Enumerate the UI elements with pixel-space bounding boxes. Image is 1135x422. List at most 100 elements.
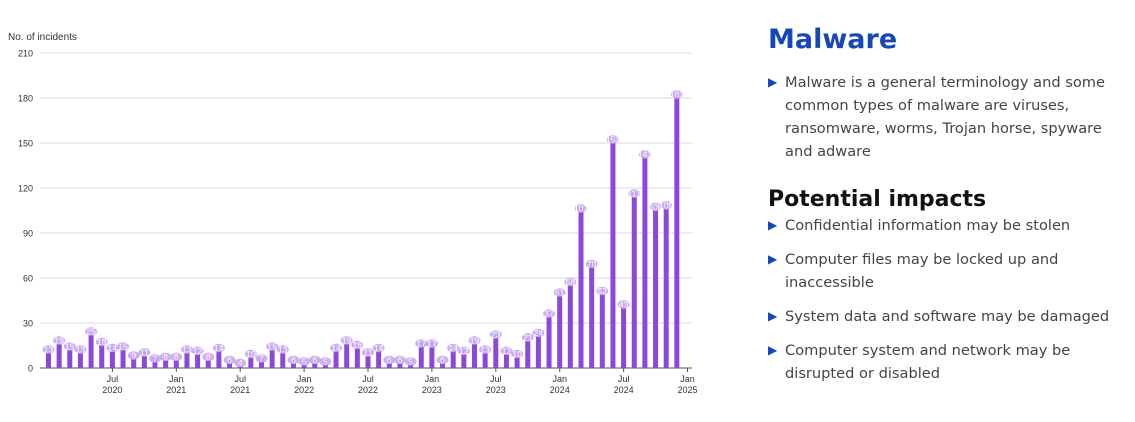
bar-label-bg [617,300,630,309]
bar-label-bg [159,352,172,362]
bar-value-label: 58 [566,277,576,287]
bar-label-bg [606,135,619,144]
x-tick-year: 2023 [486,385,506,395]
impacts-heading: Potential impacts [768,187,987,212]
bar [567,281,573,368]
bar-label-bg [223,355,236,365]
bar-value-label: 109 [659,201,673,211]
bar-label-bg [372,343,385,353]
bar-value-label: 10 [512,349,522,359]
bar-value-label: 13 [480,345,490,355]
bar [631,192,637,368]
bar [99,341,105,368]
bar-value-label: 183 [670,90,684,100]
bar-value-label: 13 [76,345,86,355]
bar-value-label: 5 [408,357,413,367]
triangle-bullet-icon: ▶ [768,75,778,89]
bar-label-bg [138,348,151,357]
x-tick-month: Jan [297,374,312,384]
bar-value-label: 117 [627,189,641,199]
bar [599,290,605,368]
bar-value-label: 8 [163,352,168,362]
x-tick-month: Jul [618,374,630,384]
bar-label-bg [234,358,247,368]
bar-label-bg [585,259,598,269]
x-tick-year: 2021 [166,385,186,395]
y-tick-label: 180 [18,94,33,104]
bar-value-label: 6 [440,355,445,365]
bar-value-label: 51 [555,288,565,298]
impact-text: Confidential information may be stolen [785,217,1071,234]
bar-label-bg [638,150,651,159]
x-tick-year: 2022 [294,385,314,395]
bar-value-label: 19 [470,336,480,346]
x-tick-month: Jul [490,374,502,384]
bar-value-label: 14 [448,343,458,353]
bar-label-bg [95,337,108,347]
bar-label-bg [53,336,66,345]
bar-label-bg [85,327,98,336]
bar-label-bg [596,286,609,296]
bar-value-label: 17 [427,339,437,349]
y-tick-label: 120 [18,184,33,194]
bar-label-bg [670,90,683,99]
bar-value-label: 5 [323,357,328,367]
malware-info-panel: Malware ▶ Malware is a general terminolo… [768,24,1128,396]
bar-value-label: 15 [267,342,277,352]
bar-value-label: 43 [619,300,629,310]
y-tick-label: 90 [23,229,33,239]
bar-label-bg [212,343,225,353]
bar-value-label: 37 [544,309,554,319]
bar [344,339,350,368]
x-tick-year: 2024 [614,385,634,395]
bar [653,206,659,368]
bar-value-label: 7 [259,354,264,364]
bar [578,207,584,368]
bar-value-label: 14 [214,343,224,353]
bar-value-label: 9 [131,351,136,361]
bar-value-label: 6 [398,355,403,365]
bar-label-bg [521,333,534,342]
bar [67,345,73,368]
bar-value-label: 10 [246,349,256,359]
bar-label-bg [564,277,577,287]
x-tick-year: 2024 [550,385,570,395]
bar-label-bg [42,345,55,354]
bar-label-bg [447,343,460,353]
bar [642,153,648,368]
bar-label-bg [511,349,524,359]
bar-value-label: 12 [502,346,512,356]
bar-value-label: 17 [417,339,427,349]
bar-value-label: 11 [140,348,149,358]
bar-value-label: 21 [523,333,533,343]
bar-value-label: 13 [278,345,288,355]
bar-label-bg [255,354,268,363]
bar [557,291,563,368]
bar-label-bg [191,346,204,356]
bar-value-label: 8 [174,352,179,362]
bar-label-bg [287,355,300,365]
y-tick-label: 150 [18,139,33,149]
y-tick-label: 0 [28,364,33,374]
bar-label-bg [660,201,673,210]
bar-value-label: 6 [387,355,392,365]
y-tick-label: 60 [23,274,33,284]
bar-value-label: 15 [118,342,128,352]
bar [472,339,477,368]
bar-label-bg [628,189,641,198]
triangle-bullet-icon: ▶ [768,343,778,357]
bar-label-bg [202,352,215,362]
bar-label-bg [276,345,289,354]
bar [333,347,339,368]
bar-label-bg [500,346,513,356]
bar [109,347,115,368]
bar-label-bg [266,342,279,351]
bar-label-bg [575,204,587,213]
bar-value-label: 5 [302,357,307,367]
bar-label-bg [436,355,449,365]
impact-text: Computer files may be locked up and inac… [785,251,1059,291]
bar [88,330,94,368]
x-tick-month: Jan [552,374,567,384]
x-tick-month: Jan [425,374,440,384]
